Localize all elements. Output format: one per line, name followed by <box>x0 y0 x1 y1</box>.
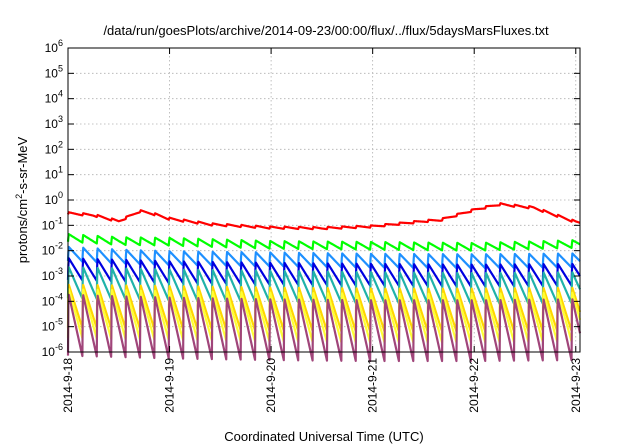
x-tick-label: 2014-9-23 <box>569 358 583 413</box>
chart-title: /data/run/goesPlots/archive/2014-09-23/0… <box>103 23 549 38</box>
y-axis-label: protons/cm2-s-sr-MeV <box>14 136 30 263</box>
y-tick-label: 106 <box>45 38 63 55</box>
y-tick-label: 10-1 <box>42 215 63 232</box>
series-group <box>66 202 582 363</box>
y-axis-label-suffix: -s-sr-MeV <box>15 136 30 193</box>
x-tick-label: 2014-9-20 <box>264 358 278 413</box>
y-tick-label: 103 <box>45 114 63 131</box>
x-tick-label: 2014-9-22 <box>467 358 481 413</box>
x-tick-label: 2014-9-18 <box>61 358 75 413</box>
ticks <box>67 47 580 353</box>
y-axis-label-superscript: 2 <box>14 194 24 199</box>
series-line-1 <box>66 202 581 231</box>
y-tick-label: 101 <box>45 165 63 182</box>
y-tick-label: 10-6 <box>42 342 63 359</box>
series-line-6 <box>66 283 582 333</box>
y-tick-labels: 10-6 10-5 10-4 10-3 10-2 10-1 100 101 102 103 104 1… <box>42 38 63 359</box>
y-tick-label: 102 <box>45 139 63 156</box>
x-tick-labels: 2014-9-18 2014-9-19 2014-9-20 2014-9-21 2014… <box>61 358 583 413</box>
y-tick-label: 100 <box>45 190 63 207</box>
y-tick-label: 10-4 <box>42 291 63 308</box>
series-line-5 <box>66 266 582 306</box>
series-line-3 <box>66 245 581 270</box>
y-tick-label: 10-5 <box>42 317 63 334</box>
series-line-2 <box>66 233 581 252</box>
series-line-8 <box>66 293 582 363</box>
y-tick-label: 10-2 <box>42 241 63 258</box>
series-line-7 <box>66 288 582 344</box>
series-line-4 <box>66 257 581 288</box>
x-tick-label: 2014-9-21 <box>366 358 380 413</box>
x-axis-label: Coordinated Universal Time (UTC) <box>224 429 423 444</box>
y-tick-label: 105 <box>45 63 63 80</box>
x-tick-label: 2014-9-19 <box>163 358 177 413</box>
y-tick-label: 104 <box>45 89 63 106</box>
y-axis-label-prefix: protons/cm <box>15 199 30 263</box>
y-tick-label: 10-3 <box>42 266 63 283</box>
